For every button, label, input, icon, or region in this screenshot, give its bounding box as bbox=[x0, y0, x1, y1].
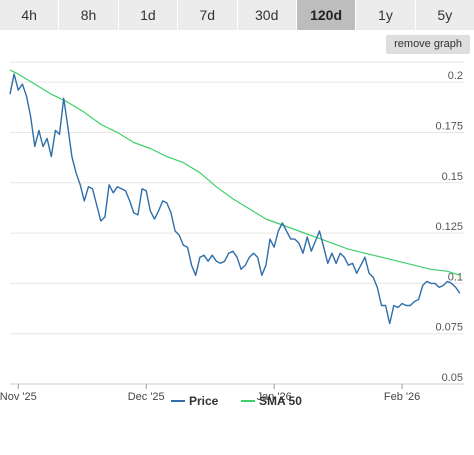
x-tick-label: Jan '26 bbox=[257, 391, 292, 403]
y-tick-label: 0.125 bbox=[435, 221, 463, 233]
remove-graph-button[interactable]: remove graph bbox=[386, 35, 470, 54]
y-tick-label: 0.175 bbox=[435, 120, 463, 132]
tab-120d[interactable]: 120d bbox=[296, 0, 357, 30]
legend-price-label: Price bbox=[189, 394, 219, 408]
x-tick-label: Dec '25 bbox=[128, 391, 165, 403]
tab-30d[interactable]: 30d bbox=[238, 0, 297, 30]
price-series-line bbox=[9, 73, 461, 325]
tab-1y[interactable]: 1y bbox=[356, 0, 416, 30]
x-tick-label: Nov '25 bbox=[0, 391, 37, 403]
y-tick-label: 0.2 bbox=[448, 70, 463, 82]
sma-series-line bbox=[9, 69, 461, 276]
y-tick-label: 0.1 bbox=[448, 271, 463, 283]
x-tick-label: Feb '26 bbox=[384, 391, 420, 403]
y-tick-label: 0.075 bbox=[435, 322, 463, 334]
tab-5y[interactable]: 5y bbox=[437, 7, 453, 23]
tab-1d[interactable]: 1d bbox=[119, 0, 179, 30]
legend-sma-50-label: SMA 50 bbox=[259, 394, 302, 408]
tab-8h[interactable]: 8h bbox=[59, 0, 119, 30]
timeframe-tabs: 4h 8h 1d 7d 30d 120d 1y 5y bbox=[0, 0, 474, 30]
tab-7d[interactable]: 7d bbox=[178, 0, 238, 30]
y-tick-label: 0.15 bbox=[442, 171, 463, 183]
tab-4h[interactable]: 4h bbox=[0, 0, 60, 30]
y-tick-label: 0.05 bbox=[442, 372, 463, 384]
